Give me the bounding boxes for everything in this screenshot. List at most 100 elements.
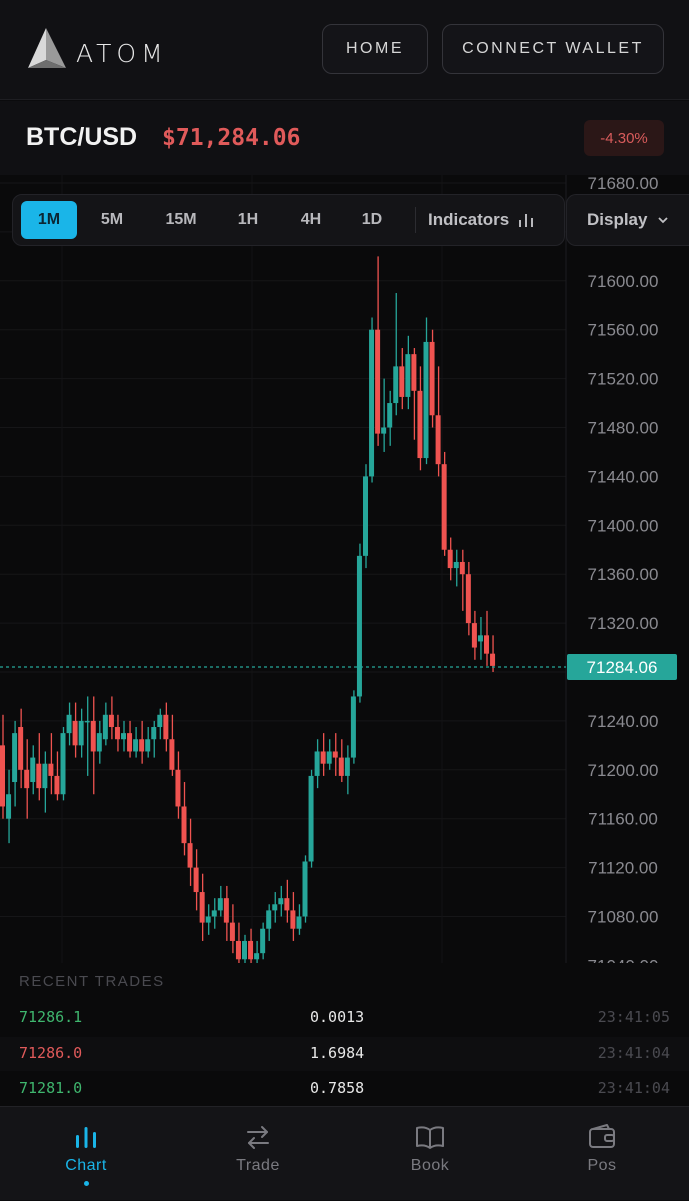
candle[interactable]: [133, 727, 139, 758]
candle[interactable]: [332, 733, 338, 776]
candle[interactable]: [66, 702, 72, 746]
candle[interactable]: [284, 879, 290, 923]
candle[interactable]: [229, 904, 235, 954]
display-button[interactable]: Display: [566, 194, 689, 246]
home-button[interactable]: HOME: [322, 24, 428, 74]
candle[interactable]: [429, 329, 435, 428]
candle[interactable]: [471, 610, 477, 660]
candle[interactable]: [96, 720, 102, 764]
candle[interactable]: [175, 751, 181, 819]
candle[interactable]: [181, 782, 187, 856]
candle[interactable]: [417, 366, 423, 471]
nav-trade[interactable]: Trade: [172, 1107, 344, 1201]
timeframe-5m[interactable]: 5M: [100, 211, 124, 228]
candle[interactable]: [423, 317, 429, 465]
atom-logo[interactable]: ATOM: [26, 26, 168, 72]
candle[interactable]: [54, 751, 60, 801]
candle[interactable]: [411, 348, 417, 440]
candle[interactable]: [441, 451, 447, 556]
candle[interactable]: [163, 702, 169, 752]
candle[interactable]: [254, 940, 260, 963]
candle[interactable]: [302, 855, 308, 923]
candle[interactable]: [375, 256, 381, 446]
candle[interactable]: [169, 714, 175, 776]
nav-positions[interactable]: Pos: [516, 1107, 688, 1201]
candle[interactable]: [447, 537, 453, 581]
candle[interactable]: [205, 904, 211, 935]
candle[interactable]: [484, 610, 489, 666]
candle[interactable]: [139, 720, 145, 764]
candle[interactable]: [121, 720, 126, 752]
timeframe-4h[interactable]: 4H: [300, 211, 322, 228]
candle[interactable]: [242, 934, 247, 963]
candle[interactable]: [42, 751, 48, 813]
candle[interactable]: [435, 366, 441, 477]
timeframe-1h[interactable]: 1H: [237, 211, 259, 228]
candle[interactable]: [459, 549, 465, 611]
timeframe-15m[interactable]: 15M: [165, 211, 197, 228]
candle[interactable]: [199, 873, 205, 941]
candlestick-chart[interactable]: 71284.06 71680.00 71600.00 71560.00 71520.00…: [0, 175, 689, 963]
candle[interactable]: [465, 561, 471, 636]
candle[interactable]: [296, 904, 302, 935]
candle[interactable]: [114, 714, 120, 752]
candle[interactable]: [490, 635, 496, 672]
trading-pair[interactable]: BTC/USD: [26, 123, 138, 151]
candle[interactable]: [30, 745, 36, 795]
candle[interactable]: [84, 696, 90, 776]
candle[interactable]: [320, 733, 326, 776]
candle[interactable]: [217, 885, 223, 917]
connect-wallet-button[interactable]: CONNECT WALLET: [442, 24, 664, 74]
candle[interactable]: [211, 898, 217, 929]
candle[interactable]: [350, 690, 356, 764]
candle[interactable]: [399, 348, 405, 410]
candle[interactable]: [290, 892, 296, 941]
candle[interactable]: [18, 708, 24, 789]
candle[interactable]: [12, 720, 18, 807]
candle[interactable]: [272, 892, 278, 923]
candle[interactable]: [326, 739, 332, 770]
price-chart[interactable]: 71284.06 71680.00 71600.00 71560.00 71520.00…: [0, 175, 689, 963]
candle[interactable]: [453, 549, 459, 587]
candle[interactable]: [6, 769, 12, 844]
candle[interactable]: [151, 720, 157, 758]
candle[interactable]: [36, 733, 42, 801]
candle[interactable]: [235, 922, 241, 963]
timeframe-1d[interactable]: 1D: [361, 211, 383, 228]
candle[interactable]: [102, 702, 108, 746]
candle[interactable]: [344, 745, 350, 795]
candle[interactable]: [157, 708, 163, 740]
candle[interactable]: [193, 849, 199, 911]
candle[interactable]: [248, 928, 254, 963]
candle[interactable]: [90, 696, 96, 795]
indicators-button[interactable]: Indicators: [428, 210, 535, 230]
candle[interactable]: [381, 378, 387, 452]
candle[interactable]: [0, 714, 5, 819]
nav-book[interactable]: Book: [344, 1107, 516, 1201]
timeframe-1m[interactable]: 1M: [21, 201, 77, 239]
candle[interactable]: [78, 708, 84, 758]
candle[interactable]: [405, 335, 411, 410]
candle[interactable]: [127, 720, 133, 758]
candle[interactable]: [338, 739, 344, 783]
candle[interactable]: [24, 739, 30, 819]
candle[interactable]: [187, 818, 193, 886]
candle[interactable]: [363, 464, 368, 569]
candle[interactable]: [356, 543, 362, 703]
candle[interactable]: [314, 739, 320, 789]
candle[interactable]: [72, 702, 78, 758]
candle[interactable]: [369, 317, 375, 483]
candle[interactable]: [308, 769, 314, 868]
candle[interactable]: [387, 390, 393, 446]
nav-chart[interactable]: Chart: [0, 1107, 172, 1201]
candle[interactable]: [145, 727, 151, 758]
candle[interactable]: [260, 922, 266, 960]
candle[interactable]: [60, 727, 66, 801]
candle[interactable]: [108, 696, 114, 740]
candle[interactable]: [477, 616, 483, 660]
candle[interactable]: [278, 885, 284, 917]
candle[interactable]: [266, 904, 272, 941]
candle[interactable]: [48, 733, 54, 795]
candle[interactable]: [393, 293, 399, 416]
candle[interactable]: [223, 885, 229, 941]
